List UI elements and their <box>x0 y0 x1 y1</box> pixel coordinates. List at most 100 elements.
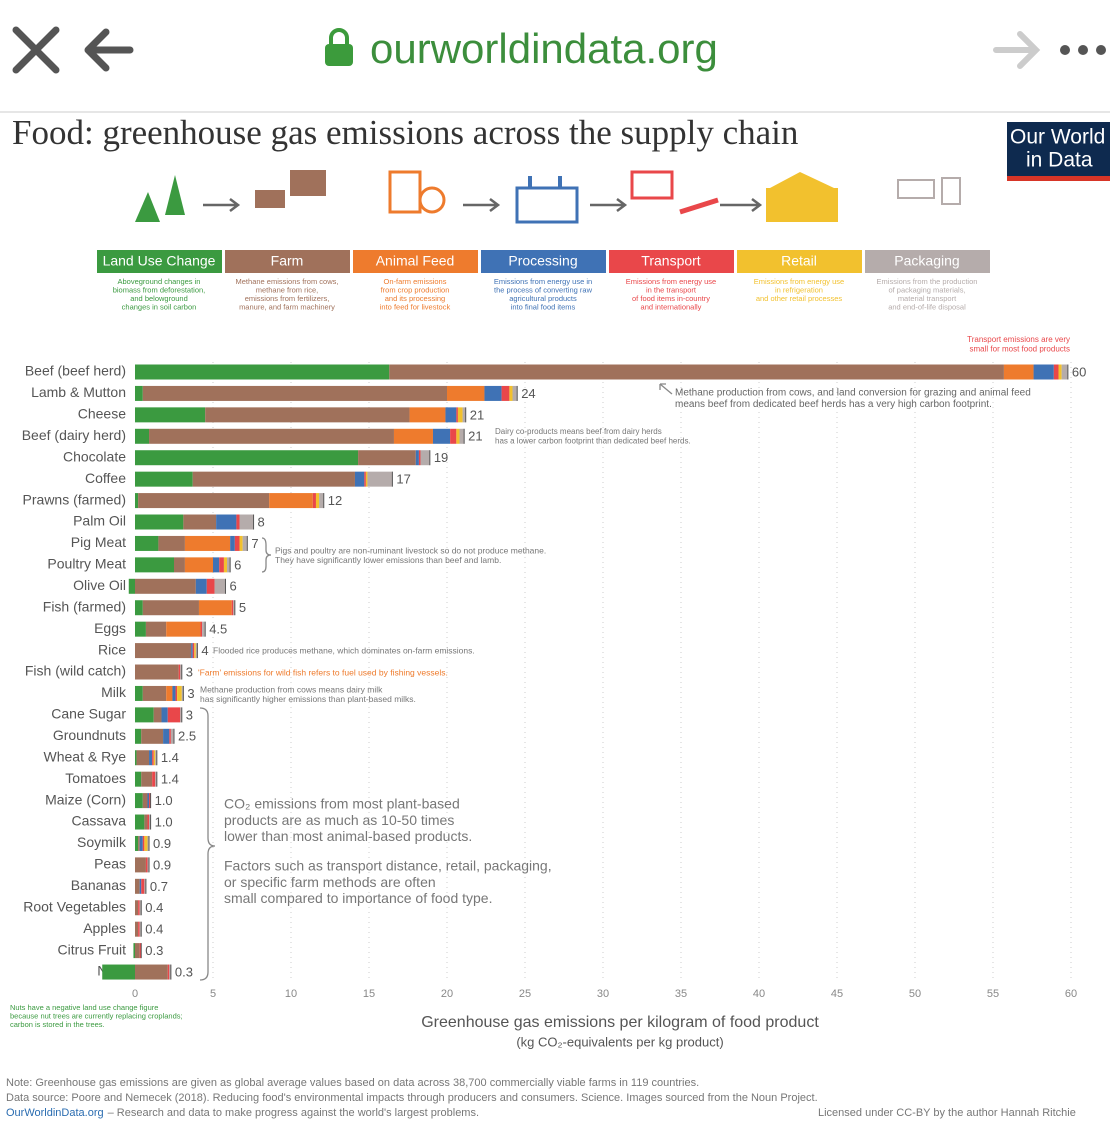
lock-icon <box>325 28 353 66</box>
x-tick-label: 50 <box>909 988 921 1000</box>
category-label: Citrus Fruit <box>58 941 127 957</box>
bar-segment <box>219 557 224 573</box>
annotation: CO₂ emissions from most plant-based <box>224 796 460 812</box>
footer-site: OurWorldinData.org <box>6 1107 104 1119</box>
logo-box <box>1007 122 1110 180</box>
bar-segment <box>191 643 193 659</box>
annotation: Dairy co-products means beef from dairy … <box>495 427 662 436</box>
annotation: Methane production from cows means dairy… <box>200 684 383 694</box>
bar-segment <box>147 857 150 873</box>
bar-segment <box>319 493 324 509</box>
legend-description: of food items in-country <box>632 294 710 303</box>
bar-segment <box>135 450 359 466</box>
bar-segment <box>145 857 148 873</box>
bar-segment <box>178 664 181 680</box>
total-label: 21 <box>470 407 484 422</box>
bar-segment <box>144 814 148 830</box>
bar-segment <box>236 514 240 530</box>
bar-segment <box>142 385 448 401</box>
bar-segment <box>135 407 206 423</box>
bar-segment <box>147 793 150 809</box>
legend-description: Emissions from energy use <box>626 277 716 286</box>
legend-description: the process of converting raw <box>494 285 593 294</box>
bar-segment <box>163 728 170 744</box>
total-label: 1.4 <box>161 772 179 787</box>
annotation: carbon is stored in the trees. <box>10 1020 105 1029</box>
legend-description: agricultural products <box>509 294 577 303</box>
bar-segment <box>206 578 215 594</box>
legend-description: in refrigeration <box>775 285 823 294</box>
x-tick-label: 30 <box>597 988 609 1000</box>
bar-segment <box>135 428 150 444</box>
total-label: 8 <box>258 514 265 529</box>
category-label: Root Vegetables <box>23 898 126 914</box>
x-axis-label: Greenhouse gas emissions per kilogram of… <box>421 1014 819 1031</box>
legend-label: Transport <box>641 253 701 269</box>
total-label: 0.7 <box>150 879 168 894</box>
bar-segment <box>135 535 159 551</box>
annotation: 'Farm' emissions for wild fish refers to… <box>198 667 448 677</box>
bar-segment <box>158 535 185 551</box>
bar-segment <box>149 793 151 809</box>
bar-segment <box>1033 364 1054 380</box>
bar-segment <box>365 471 368 487</box>
bar-segment <box>418 450 421 466</box>
annotation: products are as much as 10-50 times <box>224 812 454 828</box>
category-label: Milk <box>101 684 127 700</box>
bar-segment <box>135 364 390 380</box>
bar-segment <box>102 964 135 980</box>
x-tick-label: 10 <box>285 988 297 1000</box>
bar-segment <box>152 771 156 787</box>
legend-box <box>737 250 862 273</box>
total-label: 60 <box>1072 364 1086 379</box>
category-label: Poultry Meat <box>47 556 126 572</box>
bar-segment <box>135 578 196 594</box>
chart-title: Food: greenhouse gas emissions across th… <box>12 113 798 152</box>
total-label: 24 <box>521 386 535 401</box>
annotation: Methane production from cows, and land c… <box>675 388 1031 399</box>
category-label: Cassava <box>72 813 127 829</box>
bar-segment <box>174 557 185 573</box>
total-label: 0.9 <box>153 836 171 851</box>
legend-description: of packaging materials, <box>888 285 965 294</box>
bar-segment <box>135 857 146 873</box>
legend-description: Emissions from energy use in <box>494 277 592 286</box>
category-label: Maize (Corn) <box>45 791 126 807</box>
browser-bar <box>0 0 1110 112</box>
bar-segment <box>456 428 460 444</box>
annotation: Factors such as transport distance, reta… <box>224 858 552 874</box>
legend-description: changes in soil carbon <box>122 302 197 311</box>
back-button[interactable] <box>84 28 134 72</box>
bar-segment <box>227 557 231 573</box>
category-label: Tomatoes <box>65 770 126 786</box>
close-button[interactable] <box>12 26 60 74</box>
bar-segment <box>135 600 143 616</box>
menu-button[interactable] <box>1060 45 1106 55</box>
bar-segment <box>501 385 510 401</box>
x-tick-label: 60 <box>1065 988 1077 1000</box>
bar-segment <box>315 493 320 509</box>
bar-segment <box>393 428 433 444</box>
total-label: 0.4 <box>145 900 163 915</box>
url[interactable]: ourworldindata.org <box>370 25 718 72</box>
logo-line: in Data <box>1026 149 1093 172</box>
total-label: 19 <box>434 450 448 465</box>
bar-segment <box>141 771 153 787</box>
bar-segment <box>142 685 167 701</box>
category-label: Soymilk <box>77 834 127 850</box>
bar-segment <box>358 450 416 466</box>
icons <box>135 170 961 224</box>
legend-label: Processing <box>508 253 577 269</box>
forward-button[interactable] <box>993 31 1041 69</box>
bar-segment <box>167 964 170 980</box>
bar-segment <box>462 407 466 423</box>
bar-segment <box>409 407 446 423</box>
x-tick-label: 35 <box>675 988 687 1000</box>
bar-segment <box>230 535 235 551</box>
legend-description: Methane emissions from cows, <box>236 277 339 286</box>
annotation: has significantly higher emissions than … <box>200 694 416 704</box>
category-label: Palm Oil <box>73 513 126 529</box>
bar-segment <box>135 621 146 637</box>
total-label: 21 <box>468 429 482 444</box>
annotation: has a lower carbon footprint than dedica… <box>495 436 691 445</box>
